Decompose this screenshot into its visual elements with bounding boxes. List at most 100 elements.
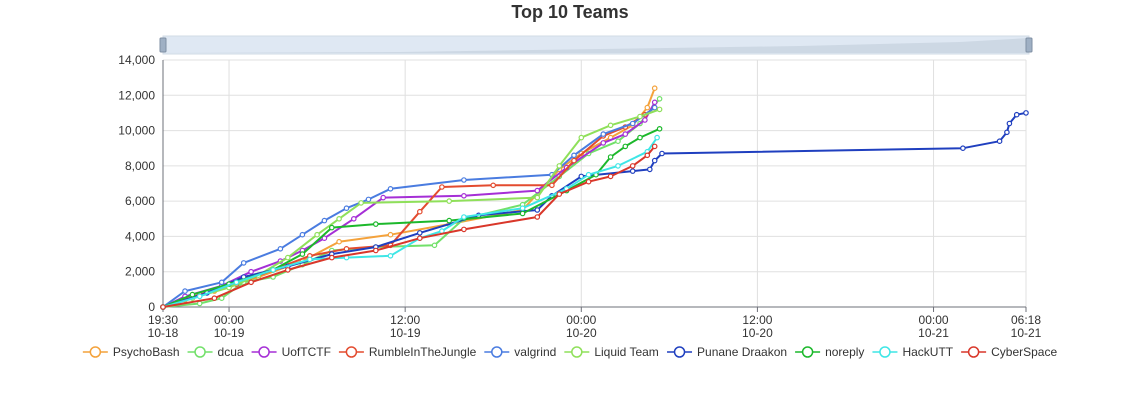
data-point[interactable] xyxy=(556,163,563,169)
data-point[interactable] xyxy=(651,157,658,164)
data-point[interactable] xyxy=(160,304,166,310)
data-point[interactable] xyxy=(343,246,350,252)
data-point[interactable] xyxy=(549,182,555,189)
data-point[interactable] xyxy=(607,122,614,129)
zoom-slider[interactable] xyxy=(159,35,1033,55)
data-point[interactable] xyxy=(637,134,643,141)
data-point[interactable] xyxy=(659,150,665,157)
data-point[interactable] xyxy=(656,126,663,132)
data-point[interactable] xyxy=(656,106,663,113)
data-point[interactable] xyxy=(431,242,438,249)
data-point[interactable] xyxy=(637,113,643,120)
data-point[interactable] xyxy=(646,166,653,173)
data-point[interactable] xyxy=(350,216,357,222)
data-point[interactable] xyxy=(519,210,526,217)
data-point[interactable] xyxy=(607,154,614,160)
data-point[interactable] xyxy=(416,235,423,242)
data-point[interactable] xyxy=(336,216,342,222)
data-point[interactable] xyxy=(387,231,394,238)
data-point[interactable] xyxy=(321,217,328,224)
data-point[interactable] xyxy=(571,157,577,164)
data-point[interactable] xyxy=(534,214,541,220)
legend-item-dcua[interactable]: dcua xyxy=(187,345,244,359)
data-point[interactable] xyxy=(615,138,621,145)
data-point[interactable] xyxy=(585,178,592,185)
data-point[interactable] xyxy=(380,194,387,201)
legend-item-punane-draakon[interactable]: Punane Draakon xyxy=(667,345,787,359)
data-point[interactable] xyxy=(365,196,372,203)
legend-item-rumbleinthejungle[interactable]: RumbleInTheJungle xyxy=(338,345,477,359)
data-point[interactable] xyxy=(299,251,306,257)
data-point[interactable] xyxy=(629,163,636,169)
data-point[interactable] xyxy=(644,152,651,159)
data-point[interactable] xyxy=(642,117,648,123)
data-point[interactable] xyxy=(629,120,636,127)
data-point[interactable] xyxy=(578,134,585,141)
data-point[interactable] xyxy=(328,254,335,261)
data-point[interactable] xyxy=(416,230,423,236)
legend-item-uoftctf[interactable]: UofTCTF xyxy=(251,345,331,359)
data-point[interactable] xyxy=(270,267,276,273)
data-point[interactable] xyxy=(1023,110,1029,116)
data-point[interactable] xyxy=(654,134,660,141)
data-point[interactable] xyxy=(461,226,467,233)
legend-item-liquid-team[interactable]: Liquid Team xyxy=(564,345,659,359)
data-point[interactable] xyxy=(233,279,240,286)
data-point[interactable] xyxy=(1006,120,1013,127)
data-point[interactable] xyxy=(218,279,225,286)
data-point[interactable] xyxy=(534,207,541,213)
data-point[interactable] xyxy=(556,191,563,197)
data-point[interactable] xyxy=(629,168,636,174)
data-point[interactable] xyxy=(651,85,658,92)
data-point[interactable] xyxy=(461,177,467,183)
data-point[interactable] xyxy=(240,260,247,266)
data-point[interactable] xyxy=(644,104,651,111)
data-point[interactable] xyxy=(519,205,526,212)
data-point[interactable] xyxy=(1004,129,1010,136)
data-point[interactable] xyxy=(656,96,663,102)
data-point[interactable] xyxy=(996,138,1003,145)
data-point[interactable] xyxy=(622,143,629,150)
data-point[interactable] xyxy=(328,224,335,231)
data-point[interactable] xyxy=(277,246,284,252)
data-point[interactable] xyxy=(439,184,445,190)
data-point[interactable] xyxy=(461,193,467,199)
data-point[interactable] xyxy=(372,247,379,254)
data-point[interactable] xyxy=(571,152,577,159)
legend-item-psychobash[interactable]: PsychoBash xyxy=(82,345,180,359)
data-point[interactable] xyxy=(651,143,658,150)
data-point[interactable] xyxy=(600,140,607,146)
legend-item-hackutt[interactable]: HackUTT xyxy=(872,345,954,359)
zoom-handle-left[interactable] xyxy=(159,37,167,53)
data-point[interactable] xyxy=(299,231,306,238)
legend-item-cyberspace[interactable]: CyberSpace xyxy=(961,345,1057,359)
data-point[interactable] xyxy=(651,104,658,111)
data-point[interactable] xyxy=(585,171,592,178)
data-point[interactable] xyxy=(600,131,607,137)
data-point[interactable] xyxy=(387,253,394,259)
data-point[interactable] xyxy=(314,231,320,238)
data-point[interactable] xyxy=(387,186,394,192)
data-point[interactable] xyxy=(1013,111,1020,118)
data-point[interactable] xyxy=(622,131,629,137)
data-point[interactable] xyxy=(248,268,254,275)
legend-item-noreply[interactable]: noreply xyxy=(795,345,864,359)
data-point[interactable] xyxy=(416,208,423,215)
data-point[interactable] xyxy=(534,194,541,201)
data-point[interactable] xyxy=(189,291,196,298)
data-point[interactable] xyxy=(284,267,291,273)
data-point[interactable] xyxy=(461,214,467,220)
data-point[interactable] xyxy=(534,187,541,194)
data-point[interactable] xyxy=(343,205,350,212)
data-point[interactable] xyxy=(248,279,254,286)
data-point[interactable] xyxy=(306,256,313,263)
zoom-handle-right[interactable] xyxy=(1025,37,1033,53)
data-point[interactable] xyxy=(284,254,291,261)
data-point[interactable] xyxy=(446,198,453,204)
data-point[interactable] xyxy=(211,295,218,302)
data-point[interactable] xyxy=(446,217,453,224)
data-point[interactable] xyxy=(651,99,658,106)
data-point[interactable] xyxy=(960,145,966,152)
data-point[interactable] xyxy=(182,288,188,294)
data-point[interactable] xyxy=(372,221,379,227)
